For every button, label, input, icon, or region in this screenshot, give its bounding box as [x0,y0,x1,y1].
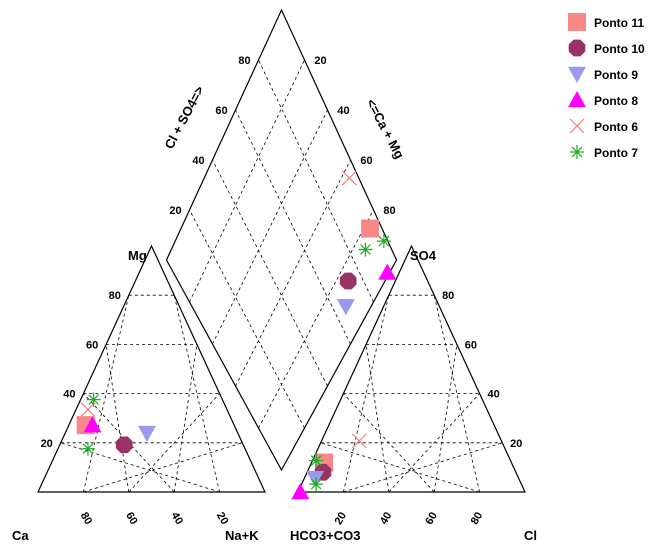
diamond-right-tick: 40 [337,105,349,117]
cation-mg-tick: 80 [109,290,121,302]
cation-point [80,402,96,417]
grid-line [433,344,458,493]
legend-marker [568,66,586,83]
grid-line [128,393,220,493]
grid-line [235,159,351,387]
diamond-point [376,234,391,249]
cation-point [80,441,95,456]
cation-ca-tick: 40 [169,510,186,527]
legend-marker [568,13,586,31]
anion-cl-tick: 80 [469,510,486,527]
legend: Ponto 11 Ponto 10 Ponto 9 Ponto 8 Ponto 6 Pon… [568,13,645,160]
grid-line [105,344,130,493]
diamond-point [378,263,397,280]
cation-ca-tick: 80 [78,510,95,527]
legend-marker [568,91,586,108]
diamond-grid [189,59,374,429]
anion-so4-tick: 80 [442,290,454,302]
cation-point [83,416,102,433]
legend-label: Ponto 10 [594,42,645,56]
anion-right-label: Cl [524,528,537,543]
anion-point [291,483,310,500]
anion-so4-tick: 40 [487,389,499,401]
grid-line [235,109,351,345]
diamond-upper-right-label: <=Ca + Mg [363,96,407,161]
cation-point [137,425,156,443]
diamond-right-tick: 80 [383,205,395,217]
grid-line [388,393,480,493]
cation-mg-tick: 40 [63,389,75,401]
tick-labels: 20 40 60 80 80 60 40 20 20 40 60 80 20 40 60 80 20 40 60 80… [41,55,523,527]
anion-so4-tick: 60 [465,339,477,351]
legend-marker [570,145,584,159]
grid-line [173,344,198,493]
diamond-point [361,219,380,238]
cation-triangle [37,244,266,493]
diamond-field [165,8,398,472]
cation-right-label: Na+K [225,528,259,543]
grid-line [343,295,390,493]
grid-line [212,109,328,345]
cation-point [115,436,133,454]
data-points [76,170,397,500]
anion-triangle [297,244,526,493]
anion-grid [320,294,503,493]
anion-point [309,453,324,468]
diamond-left-tick: 80 [238,55,250,67]
grid-line [189,59,305,303]
legend-label: Ponto 11 [594,16,644,30]
grid-line [60,442,220,493]
anion-left-label: HCO3+CO3 [290,528,360,543]
grid-line [173,295,220,493]
cation-top-label: Mg [128,248,147,263]
cation-grid [60,294,243,493]
cation-point [86,392,101,407]
anion-cl-tick: 60 [423,510,440,527]
cation-mg-tick: 60 [86,339,98,351]
cation-left-label: Ca [12,528,29,543]
grid-line [212,159,328,387]
legend-label: Ponto 9 [594,68,638,82]
legend-marker [568,39,586,57]
grid-line [433,295,480,493]
legend-marker [569,118,585,134]
anion-top-label: SO4 [410,248,437,263]
anion-point [306,471,325,488]
grid-line [365,344,390,493]
diamond-right-tick: 20 [314,55,326,67]
anion-point [351,433,367,449]
diamond-left-tick: 60 [215,105,227,117]
grid-line [343,442,503,493]
anion-point [309,477,324,492]
anion-cl-tick: 40 [378,510,395,527]
legend-label: Ponto 8 [594,94,638,108]
grid-line [83,442,243,493]
legend-label: Ponto 6 [594,120,638,134]
legend-label: Ponto 7 [594,146,638,160]
diamond-point [339,272,357,290]
grid-line [83,295,130,493]
grid-line [343,393,435,493]
diamond-point [358,242,373,257]
cation-ca-tick: 60 [123,510,140,527]
diamond-left-tick: 40 [192,155,204,167]
diamond-right-tick: 60 [360,155,372,167]
grid-line [258,59,374,303]
diamond-point [336,299,355,316]
cation-mg-tick: 20 [41,438,53,450]
anion-cl-tick: 20 [333,510,350,527]
diamond-upper-left-label: Cl + SO4=> [161,83,207,151]
anion-so4-tick: 20 [510,438,522,450]
diamond-point [341,170,357,186]
grid-line [320,442,480,493]
grid-line [189,209,305,429]
cation-ca-tick: 20 [214,510,231,527]
grid-line [258,209,374,429]
diamond-left-tick: 20 [169,205,181,217]
